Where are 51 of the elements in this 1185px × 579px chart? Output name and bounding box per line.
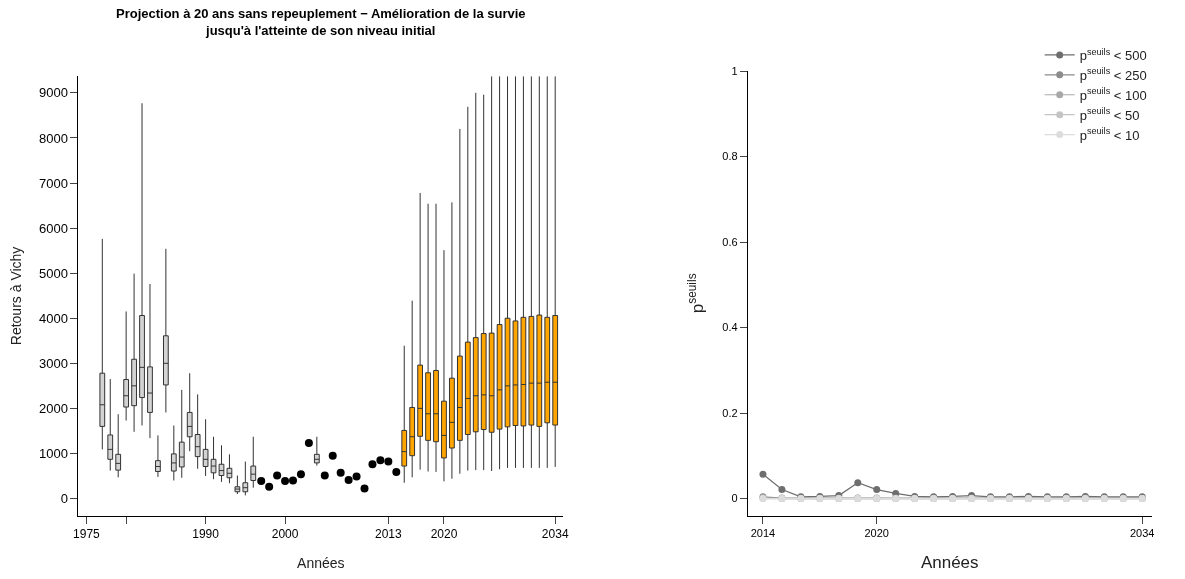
point bbox=[328, 451, 337, 460]
x-tick-label: 2034 bbox=[541, 527, 569, 542]
point bbox=[265, 482, 274, 491]
x-tick-label: 1975 bbox=[73, 527, 101, 542]
y-tick-label: 1 bbox=[731, 64, 738, 77]
y-tick-label: 2000 bbox=[38, 400, 68, 416]
y-tick-label: 7000 bbox=[38, 175, 68, 191]
point bbox=[289, 476, 297, 485]
x-axis-title: Années bbox=[297, 555, 345, 572]
x-tick-label: 2014 bbox=[750, 526, 776, 539]
legend-label: p$^{seuils}$ < 500 bbox=[1079, 46, 1147, 64]
y-tick-label: 3000 bbox=[38, 355, 68, 371]
x-tick-label: 1990 bbox=[192, 527, 220, 542]
y-tick-label: 9000 bbox=[38, 85, 68, 101]
point bbox=[257, 476, 266, 485]
y-tick-label: 0.8 bbox=[722, 150, 738, 163]
y-tick-label: 0.4 bbox=[722, 321, 738, 334]
point bbox=[304, 439, 313, 448]
point bbox=[360, 484, 369, 493]
point bbox=[376, 456, 385, 465]
legend-label: p$^{seuils}$ < 250 bbox=[1079, 66, 1147, 83]
y-tick-label: 0 bbox=[731, 492, 738, 505]
y-tick-label: 6000 bbox=[38, 220, 68, 236]
x-axis-title: Années bbox=[920, 553, 979, 573]
x-tick-label: 2013 bbox=[375, 527, 403, 542]
chart-title: Projection à 20 ans sans repeuplement − Amélioration de la survie jusqu'à l'atteinte de son niveau initial bbox=[116, 6, 526, 38]
y-tick-label: 0 bbox=[60, 491, 68, 507]
legend-label: p$^{seuils}$ < 100 bbox=[1079, 86, 1147, 103]
point bbox=[392, 467, 401, 476]
point bbox=[336, 468, 345, 477]
x-tick-label: 2020 bbox=[430, 527, 458, 542]
y-axis-title: Retours à Vichy bbox=[7, 246, 24, 346]
y-tick-label: 8000 bbox=[38, 130, 68, 146]
y-tick-label: 0.2 bbox=[722, 406, 738, 419]
point bbox=[368, 460, 377, 469]
y-tick-label: 1000 bbox=[38, 445, 68, 461]
point bbox=[296, 470, 305, 479]
y-tick-label: 4000 bbox=[38, 310, 68, 326]
point bbox=[281, 476, 290, 485]
point bbox=[344, 476, 353, 485]
point bbox=[320, 471, 329, 480]
legend-label: p$^{seuils}$ < 50 bbox=[1079, 106, 1140, 123]
legend-label: p$^{seuils}$ < 10 bbox=[1079, 126, 1140, 143]
x-tick-label: 2000 bbox=[271, 527, 299, 542]
point bbox=[384, 457, 393, 466]
point bbox=[352, 472, 361, 481]
y-tick-label: 0.6 bbox=[722, 235, 738, 248]
x-tick-label: 2034 bbox=[1129, 526, 1155, 539]
x-tick-label: 2020 bbox=[864, 526, 889, 539]
point bbox=[273, 471, 282, 480]
y-tick-label: 5000 bbox=[38, 265, 68, 281]
